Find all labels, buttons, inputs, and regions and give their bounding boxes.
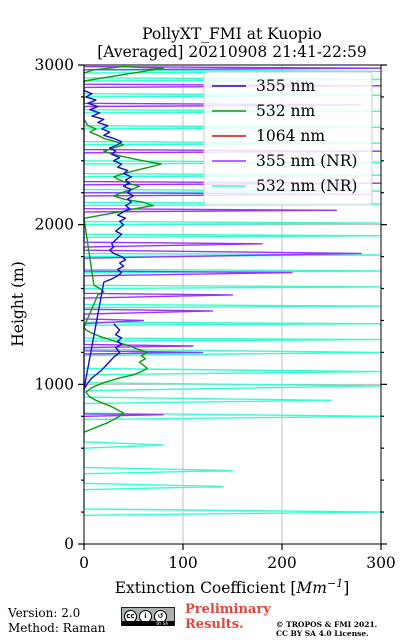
x-tick-label: 200: [267, 554, 297, 572]
chart: PollyXT_FMI at Kuopio [Averaged] 2021090…: [9, 25, 396, 597]
method-label: Method: Raman: [8, 621, 106, 635]
plot-frame: [83, 64, 382, 545]
version-label: Version: 2.0: [8, 606, 81, 620]
preliminary-notice: Preliminary Results.: [185, 602, 271, 632]
y-tick-label: 0: [64, 535, 74, 553]
copyright-notice: © TROPOS & FMI 2021. CC BY SA 4.0 Licens…: [276, 620, 377, 638]
cc-license-text: BY SA: [122, 621, 174, 626]
chart-subtitle: [Averaged] 20210908 21:41-22:59: [97, 43, 367, 61]
y-tick-label: 1000: [35, 375, 74, 393]
legend-label-2: 1064 nm: [256, 127, 325, 145]
legend: 355 nm 532 nm 1064 nm 355 nm (NR) 532 nm (NR…: [203, 71, 373, 206]
cc-license-icon: cc i ↺ BY SA: [121, 607, 175, 626]
footer-info: Version: 2.0 Method: Raman: [8, 606, 105, 636]
legend-label-1: 532 nm: [256, 102, 315, 120]
y-tick-label: 3000: [35, 56, 74, 74]
legend-label-3: 355 nm (NR): [256, 152, 357, 170]
preliminary-line-2: Results.: [185, 617, 244, 632]
chart-title: PollyXT_FMI at Kuopio: [142, 25, 322, 43]
legend-label-4: 532 nm (NR): [256, 177, 357, 195]
legend-label-0: 355 nm: [256, 77, 315, 95]
series-line-1: [83, 65, 164, 433]
x-tick-label: 300: [366, 554, 396, 572]
preliminary-line-1: Preliminary: [185, 602, 271, 617]
series-line-0: [83, 89, 135, 390]
x-tick-label: 100: [168, 554, 198, 572]
copyright-line-2: CC BY SA 4.0 License.: [276, 629, 369, 638]
copyright-line-1: © TROPOS & FMI 2021.: [276, 620, 378, 629]
y-tick-label: 2000: [35, 216, 74, 234]
y-axis-label: Height (m): [9, 261, 27, 347]
x-tick-label: 0: [79, 554, 89, 572]
x-axis-label: Extinction Coefficient [Mm−1]: [115, 577, 350, 597]
legend-box: [203, 71, 373, 206]
